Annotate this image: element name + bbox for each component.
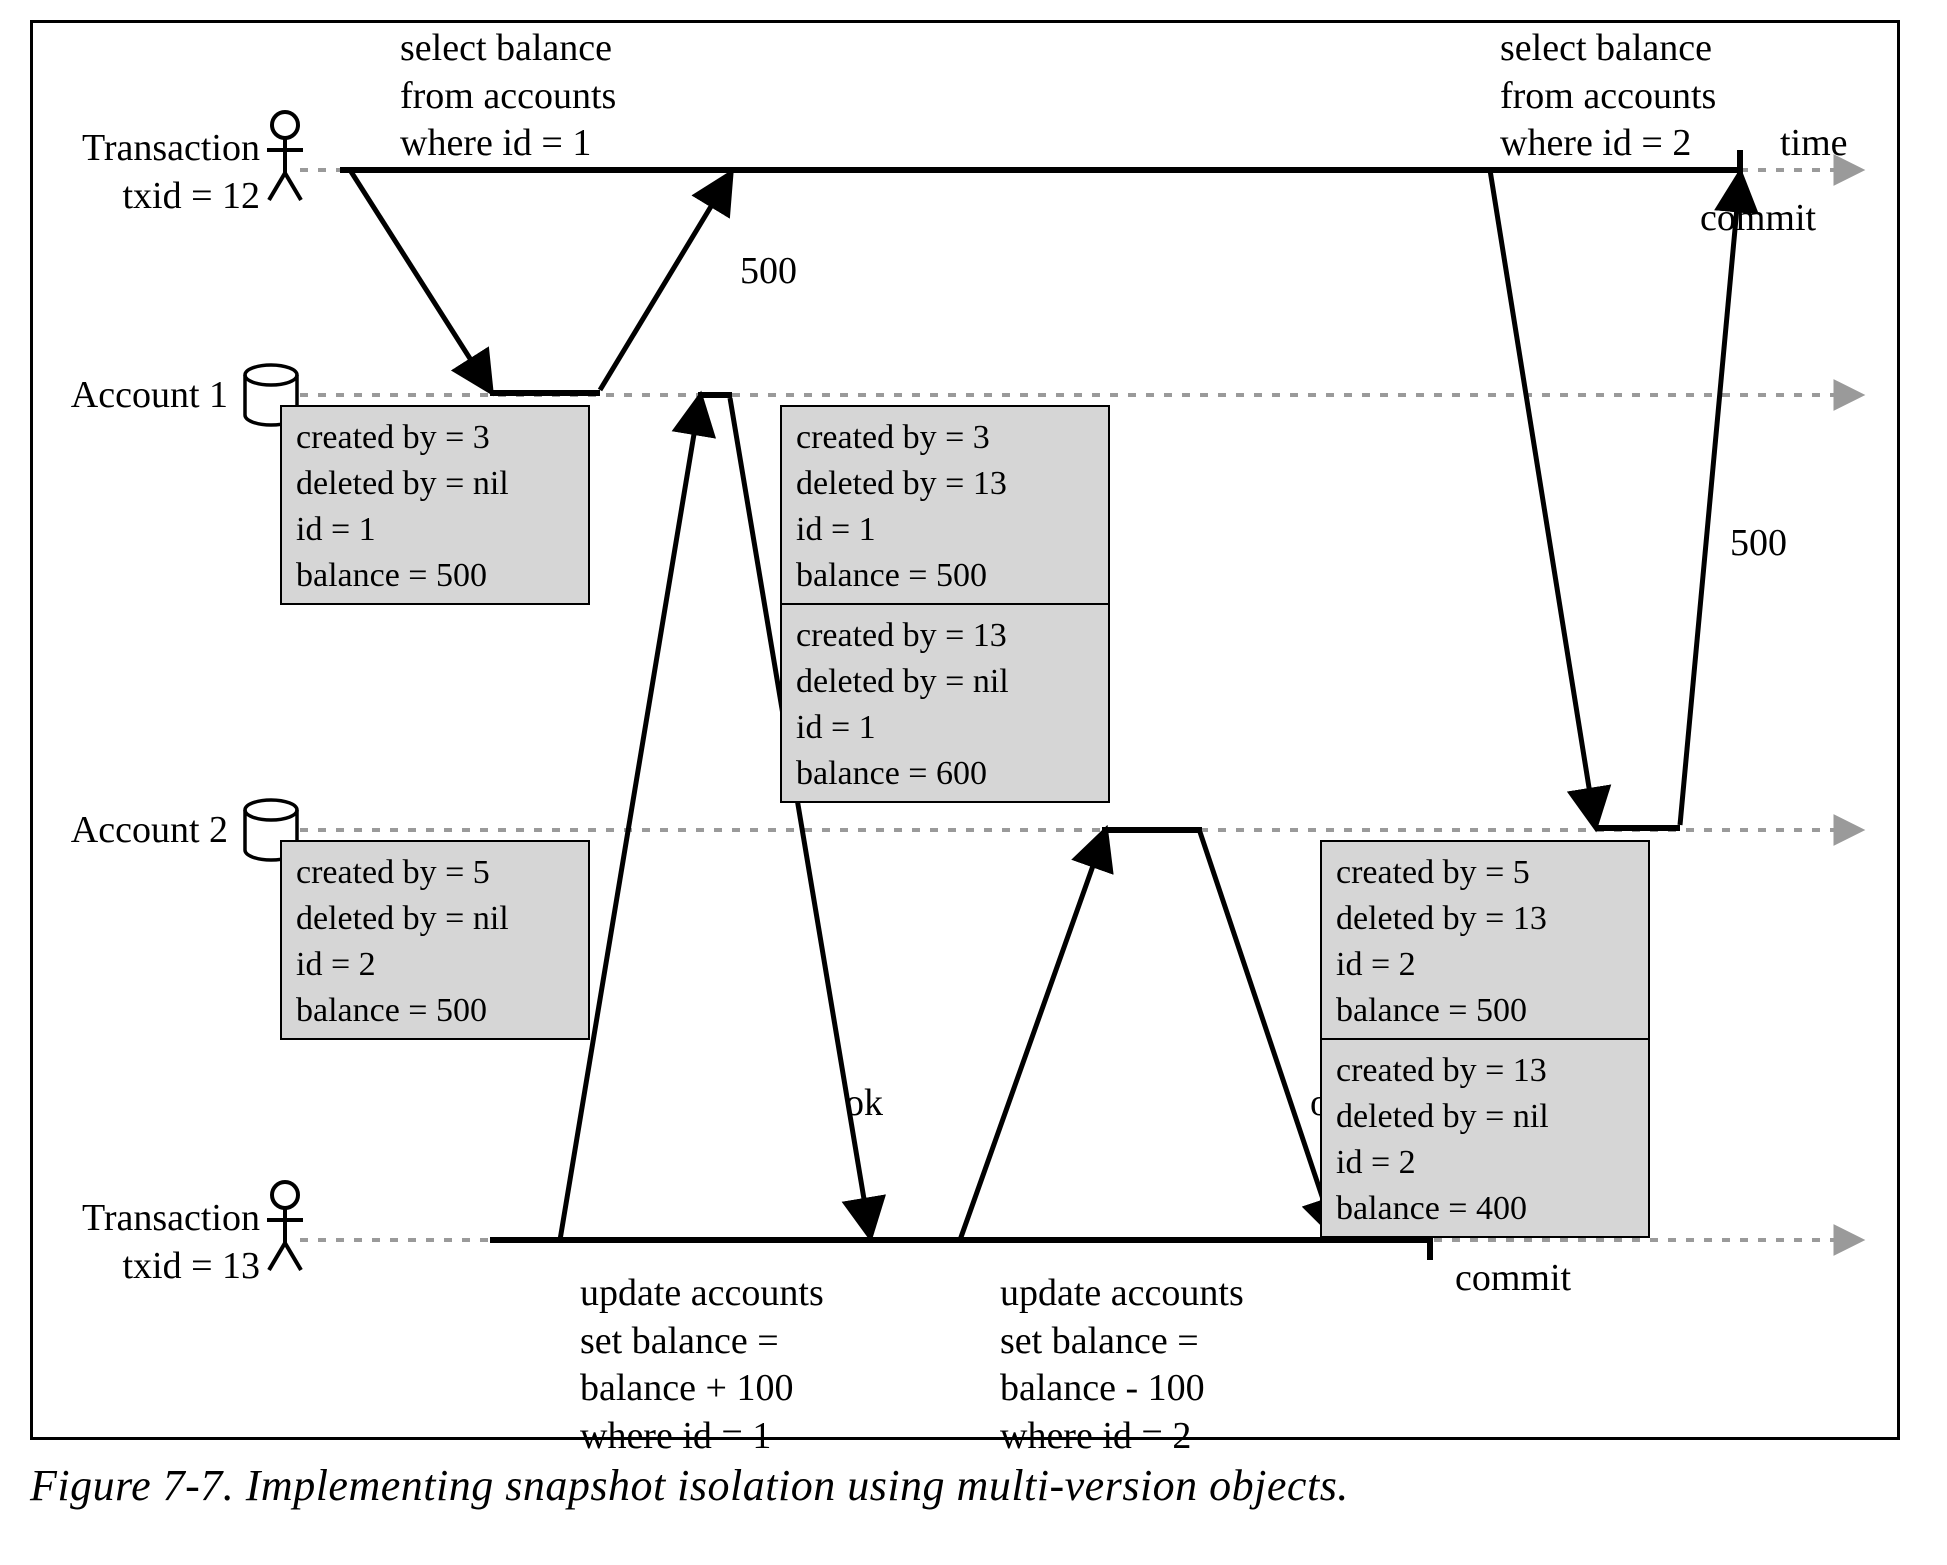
version-box-acct1-v2b: created by = 13 deleted by = nil id = 1 … xyxy=(780,603,1110,803)
acct2-label: Account 2 xyxy=(48,807,228,855)
figure-caption: Figure 7-7. Implementing snapshot isolat… xyxy=(30,1460,1349,1511)
commit-bottom: commit xyxy=(1455,1255,1571,1303)
version-box-acct2-v1: created by = 5 deleted by = nil id = 2 b… xyxy=(280,840,590,1040)
version-box-acct2-v2b: created by = 13 deleted by = nil id = 2 … xyxy=(1320,1038,1650,1238)
query-1: select balance from accounts where id = … xyxy=(400,25,616,168)
value-500-a: 500 xyxy=(740,248,797,296)
query-2: select balance from accounts where id = … xyxy=(1500,25,1716,168)
value-500-b: 500 xyxy=(1730,520,1787,568)
tx13-label: Transaction txid = 13 xyxy=(60,1195,260,1290)
page: Transaction txid = 12 Account 1 Account … xyxy=(0,0,1947,1565)
commit-top: commit xyxy=(1700,195,1816,243)
tx12-label: Transaction txid = 12 xyxy=(60,125,260,220)
time-label: time xyxy=(1780,120,1848,168)
value-ok-1: ok xyxy=(845,1080,883,1128)
version-box-acct2-v2a: created by = 5 deleted by = 13 id = 2 ba… xyxy=(1320,840,1650,1040)
update-2: update accounts set balance = balance - … xyxy=(1000,1270,1244,1460)
update-1: update accounts set balance = balance + … xyxy=(580,1270,824,1460)
acct1-label: Account 1 xyxy=(48,372,228,420)
version-box-acct1-v2a: created by = 3 deleted by = 13 id = 1 ba… xyxy=(780,405,1110,605)
version-box-acct1-v1: created by = 3 deleted by = nil id = 1 b… xyxy=(280,405,590,605)
